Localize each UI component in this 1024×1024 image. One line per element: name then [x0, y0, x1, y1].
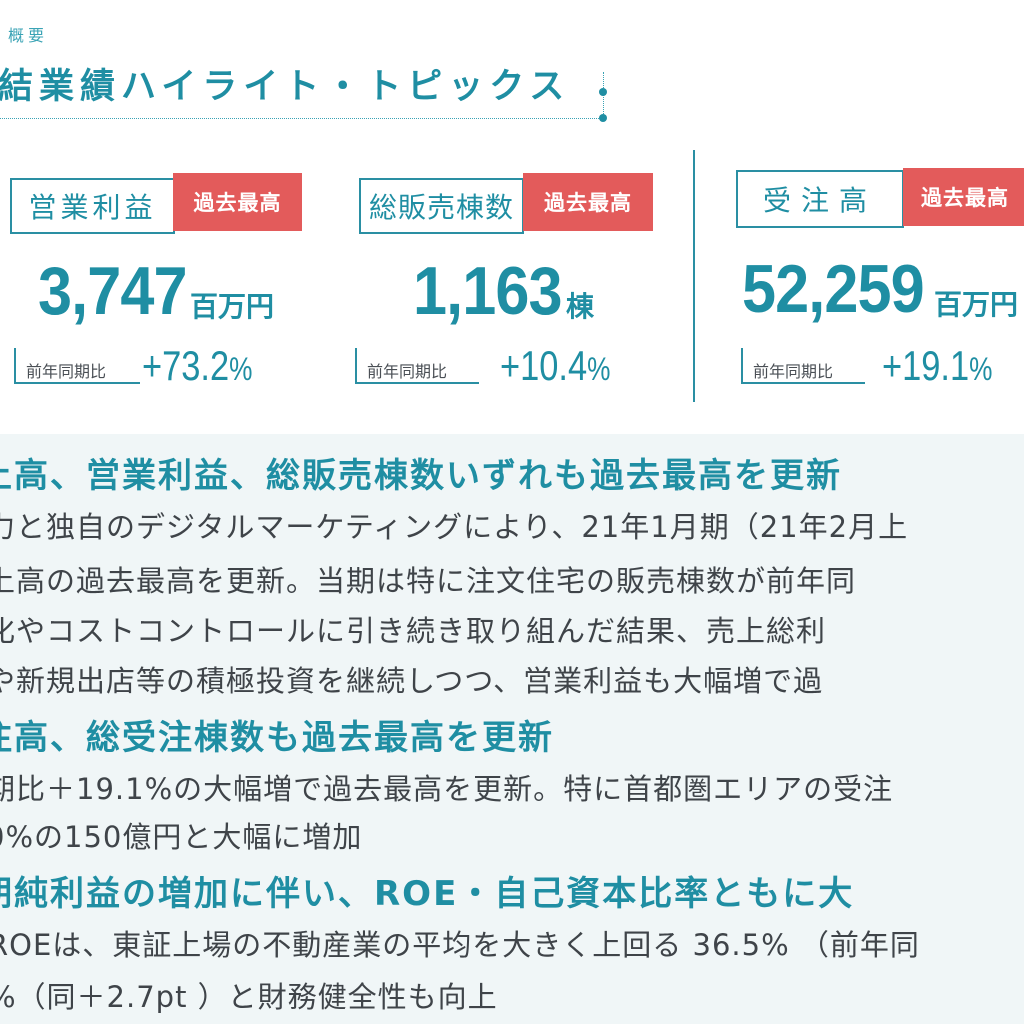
kpi-unit: 百万円 [190, 290, 275, 323]
topic-body-line: 上高の過去最高を更新。当期は特に注文住宅の販売棟数が前年同 [0, 564, 857, 598]
yoy-label: 前年同期比 [367, 362, 448, 381]
topic-body-line: %（同＋2.7pt ）と財務健全性も向上 [0, 980, 498, 1014]
kpi-unit: 百万円 [934, 288, 1019, 321]
topic-body-line: 化やコストコントロールに引き続き取り組んだ結果、売上総利 [0, 614, 827, 648]
record-high-badge: 過去最高 [903, 168, 1024, 226]
yoy-label: 前年同期比 [753, 362, 834, 381]
topic-body-line: や新規出店等の積極投資を継続しつつ、営業利益も大幅増で過 [0, 664, 824, 698]
kpi-value: 52,259 [742, 251, 925, 327]
yoy-box [741, 348, 865, 384]
section-label: 概要 [8, 26, 49, 45]
topic-headline: 期純利益の増加に伴い、ROE・自己資本比率ともに大 [0, 874, 855, 914]
topic-body-line: ROEは、東証上場の不動産業の平均を大きく上回る 36.5% （前年同 [0, 928, 920, 962]
kpi-value: 1,163 [413, 253, 563, 329]
yoy-value: +10.4% [500, 342, 611, 389]
kpi-unit: 棟 [566, 290, 595, 323]
topic-body-line: 0%の150億円と大幅に増加 [0, 820, 363, 854]
topic-body-line: 力と独自のデジタルマーケティングにより、21年1月期（21年2月上 [0, 510, 909, 544]
topic-body-line: 期比＋19.1%の大幅増で過去最高を更新。特に首都圏エリアの受注 [0, 772, 894, 806]
topics-panel: 上高、営業利益、総販売棟数いずれも過去最高を更新 力と独自のデジタルマーケティン… [0, 434, 1024, 1024]
topic-headline: 注高、総受注棟数も過去最高を更新 [0, 718, 554, 758]
topic-headline: 上高、営業利益、総販売棟数いずれも過去最高を更新 [0, 456, 842, 496]
yoy-value: +73.2% [142, 342, 253, 389]
record-high-badge: 過去最高 [523, 173, 653, 231]
yoy-box [355, 348, 479, 384]
record-high-badge: 過去最高 [173, 173, 302, 231]
yoy-box [14, 348, 140, 384]
kpi-label: 受注高 [736, 170, 904, 228]
kpi-label: 総販売棟数 [359, 178, 524, 234]
yoy-value: +19.1% [882, 342, 993, 389]
title-dot-bottom [599, 114, 607, 122]
title-dot-top [599, 88, 607, 96]
kpi-value: 3,747 [38, 253, 188, 329]
kpi-label: 営業利益 [10, 178, 175, 234]
yoy-label: 前年同期比 [26, 362, 107, 381]
kpi-divider [693, 150, 695, 402]
page-title: 結業績ハイライト・トピックス [0, 67, 571, 107]
title-underline [0, 118, 603, 119]
